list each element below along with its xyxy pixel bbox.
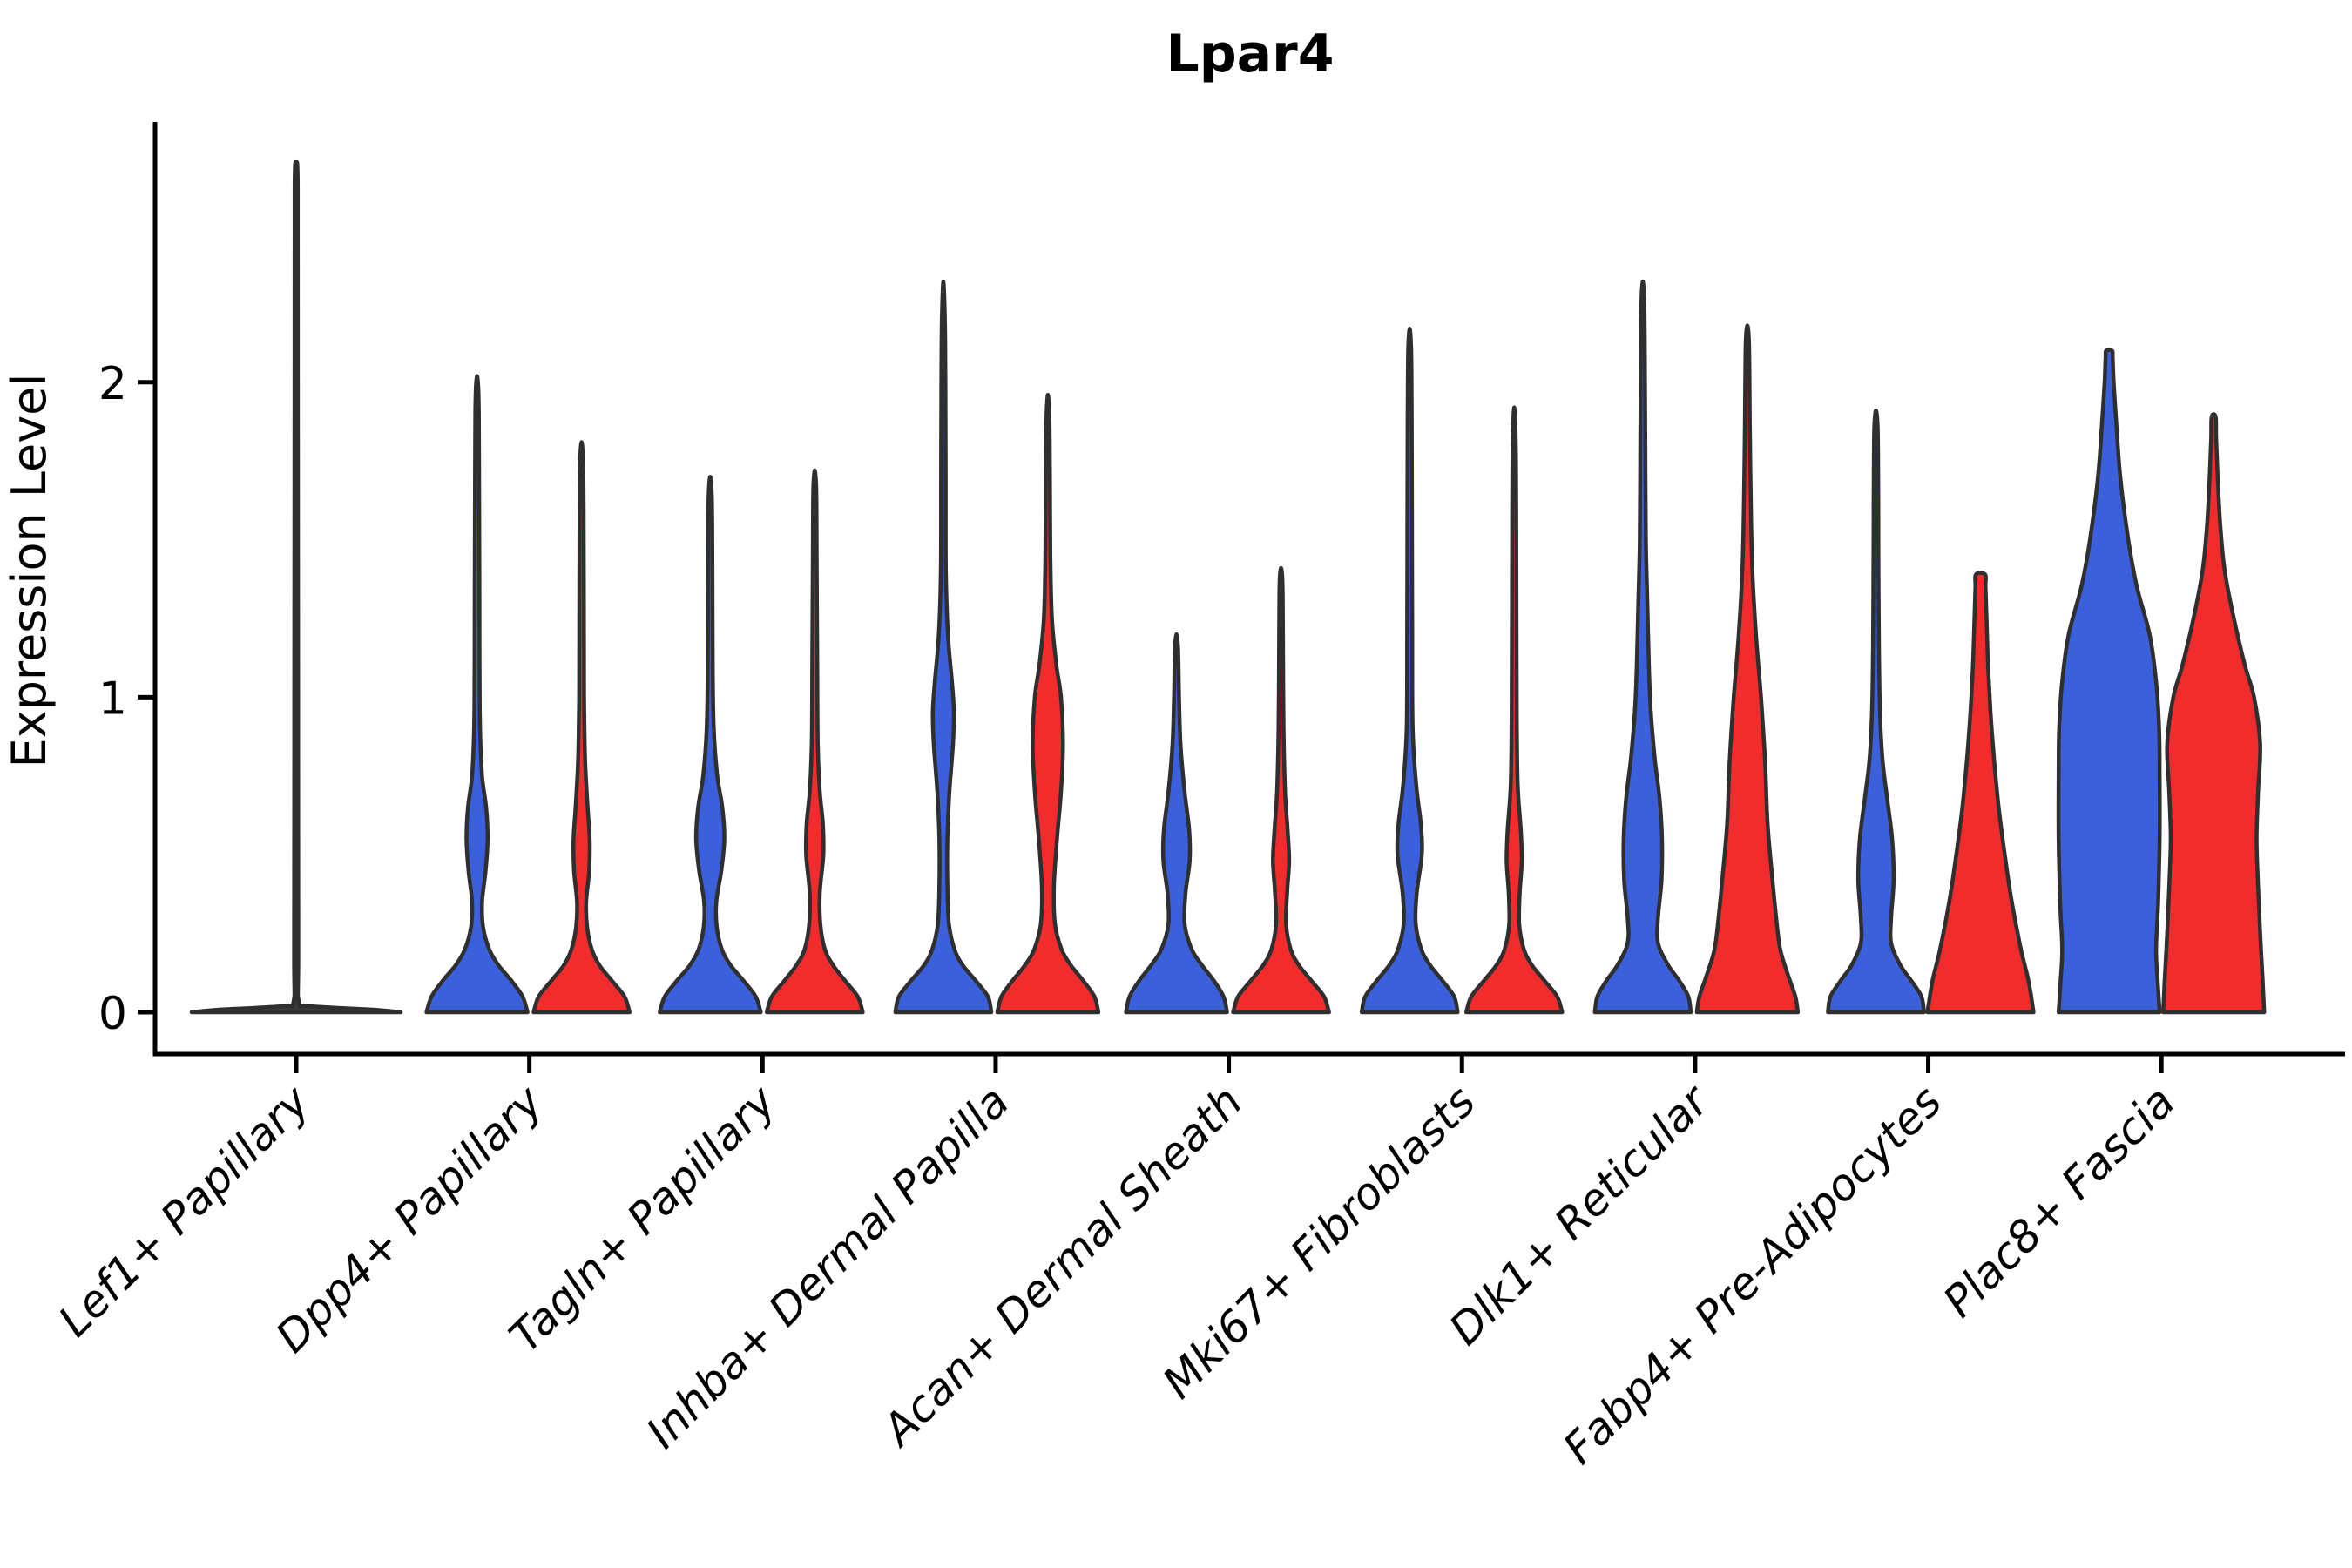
y-tick-2: 2 [98,358,127,410]
violin-tagln-papillary-blue [658,475,763,1015]
violin-fabp4-pre-adipocytes-blue [1826,409,1926,1015]
violin-dlk1-reticular-blue [1592,279,1693,1015]
violin-acan-dermal-sheath-blue [1124,632,1229,1015]
x-tick-labels: Lef1+ Papillary Dpp4+ Papillary Tagln+ P… [49,1074,2184,1474]
y-tick-labels: 0 1 2 [98,358,127,1040]
violin-fabp4-pre-adipocytes-red [1925,571,2036,1015]
x-tick-label-0: Lef1+ Papillary [49,1075,320,1346]
plot-title: Lpar4 [1166,24,1334,84]
violin-mki67-fibroblasts-blue [1359,327,1460,1015]
axes [138,122,2345,1073]
violin-inhba-dermal-papilla-blue [893,279,994,1015]
violin-lef1-papillary-dark [189,160,403,1015]
violins [189,160,2267,1015]
violin-dlk1-reticular-red [1694,323,1801,1015]
violin-plac8-fascia-red [2160,412,2267,1015]
y-axis-label: Expression Level [2,374,57,768]
x-tick-label-8: Plac8+ Fascia [1934,1076,2185,1327]
violin-inhba-dermal-papilla-red [995,393,1101,1015]
violin-tagln-papillary-red [764,468,865,1015]
violin-plac8-fascia-blue [2056,348,2162,1015]
violin-acan-dermal-sheath-red [1231,565,1331,1015]
violin-mki67-fibroblasts-red [1463,405,1565,1015]
violin-dpp4-papillary-red [531,440,632,1015]
y-tick-1: 1 [98,672,127,725]
y-tick-0: 0 [98,988,127,1040]
x-tick-label-7: Fabp4+ Pre-Adipocytes [1553,1076,1951,1474]
violin-dpp4-papillary-blue [424,374,530,1015]
